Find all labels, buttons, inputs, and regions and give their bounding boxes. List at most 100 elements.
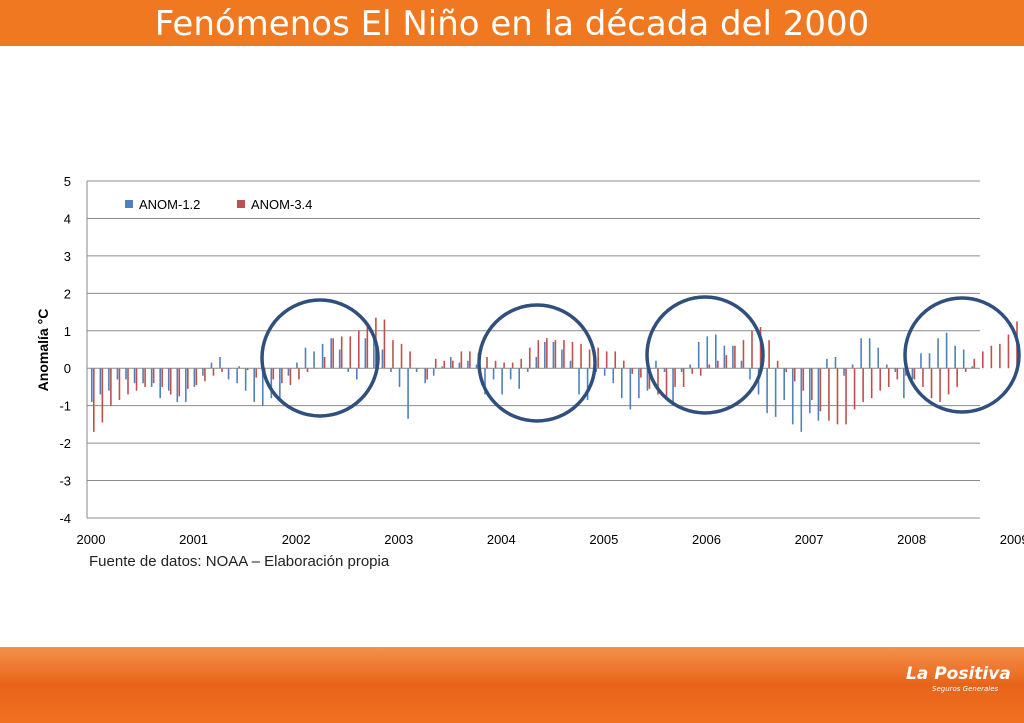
bar-anom-1-2 <box>407 368 409 419</box>
bar-anom-3-4 <box>811 368 813 401</box>
bar-anom-3-4 <box>520 358 523 369</box>
bar-anom-3-4 <box>383 319 386 369</box>
bar-anom-3-4 <box>657 368 659 395</box>
bar-anom-1-2 <box>338 349 341 369</box>
y-tick-label: -4 <box>59 511 71 526</box>
bar-anom-1-2 <box>544 342 546 369</box>
bar-anom-1-2 <box>868 338 871 369</box>
bar-anom-1-2 <box>176 368 179 402</box>
bar-anom-1-2 <box>133 368 136 384</box>
bar-anom-1-2 <box>774 368 777 417</box>
y-tick-label: -2 <box>59 436 71 451</box>
bar-anom-1-2 <box>723 345 726 369</box>
legend-swatch-series1 <box>125 200 133 208</box>
bar-anom-3-4 <box>306 368 309 372</box>
highlight-circle <box>903 296 1021 414</box>
bar-anom-3-4 <box>930 368 933 399</box>
bar-anom-1-2 <box>484 368 486 395</box>
bar-anom-3-4 <box>922 368 924 387</box>
bar-anom-3-4 <box>452 360 454 369</box>
legend-swatch-series2 <box>237 200 245 208</box>
bar-anom-1-2 <box>108 368 110 391</box>
bar-anom-1-2 <box>492 368 495 380</box>
bar-anom-1-2 <box>569 360 572 369</box>
x-tick-label: 2002 <box>282 532 311 547</box>
y-axis-label: Anomalía °C <box>35 309 51 392</box>
bar-anom-3-4 <box>528 347 531 369</box>
bar-anom-1-2 <box>928 353 931 369</box>
slide-title: Fenómenos El Niño en la década del 2000 <box>154 4 870 44</box>
company-logo: La Positiva Seguros Generales <box>906 664 1014 704</box>
bar-anom-1-2 <box>535 356 538 369</box>
bar-anom-1-2 <box>253 368 256 402</box>
bar-anom-3-4 <box>289 368 292 386</box>
y-tick-label: 1 <box>64 324 71 339</box>
bar-anom-3-4 <box>434 358 437 369</box>
x-tick-label: 2004 <box>487 532 516 547</box>
bar-anom-1-2 <box>706 336 709 369</box>
bar-anom-3-4 <box>691 368 693 374</box>
bar-anom-1-2 <box>603 368 606 376</box>
bar-anom-1-2 <box>732 345 734 369</box>
bar-anom-1-2 <box>629 368 632 410</box>
bar-anom-3-4 <box>896 368 899 380</box>
bar-anom-3-4 <box>939 368 941 402</box>
bar-anom-3-4 <box>631 368 634 374</box>
bar-anom-3-4 <box>605 351 608 369</box>
bar-anom-1-2 <box>193 368 196 387</box>
bar-anom-1-2 <box>646 368 649 391</box>
y-tick-label: -3 <box>59 474 71 489</box>
bar-anom-3-4 <box>887 368 890 387</box>
bar-anom-3-4 <box>537 340 540 369</box>
bar-anom-3-4 <box>571 342 574 369</box>
bar-anom-3-4 <box>870 368 873 399</box>
bar-anom-1-2 <box>450 356 452 369</box>
bar-anom-3-4 <box>563 340 565 369</box>
bar-anom-3-4 <box>879 368 882 391</box>
data-source-note: Fuente de datos: NOAA – Elaboración prop… <box>89 553 390 570</box>
bar-anom-1-2 <box>894 368 897 372</box>
bar-series <box>91 317 1018 432</box>
bar-anom-3-4 <box>768 340 770 369</box>
bar-anom-1-2 <box>937 338 939 369</box>
bar-anom-3-4 <box>144 368 146 387</box>
bar-anom-3-4 <box>204 368 206 382</box>
bar-anom-3-4 <box>588 349 591 369</box>
bar-anom-3-4 <box>340 336 343 369</box>
footer-bar <box>0 647 1024 723</box>
bar-anom-3-4 <box>785 368 787 372</box>
bar-anom-3-4 <box>819 368 822 412</box>
bar-anom-3-4 <box>272 368 275 380</box>
bar-anom-3-4 <box>101 368 104 423</box>
bar-anom-3-4 <box>460 351 463 369</box>
legend-label-series2: ANOM-3.4 <box>251 197 312 212</box>
bar-anom-3-4 <box>614 351 617 369</box>
bar-anom-1-2 <box>501 368 503 395</box>
bar-anom-1-2 <box>381 349 384 369</box>
bar-anom-3-4 <box>221 368 223 372</box>
bar-anom-3-4 <box>597 347 599 369</box>
bar-anom-3-4 <box>486 356 488 369</box>
bar-anom-3-4 <box>195 368 198 386</box>
bar-anom-1-2 <box>783 368 785 401</box>
bar-anom-1-2 <box>150 368 153 387</box>
bar-anom-3-4 <box>845 368 847 425</box>
bar-anom-3-4 <box>640 368 642 378</box>
bar-anom-1-2 <box>467 360 469 369</box>
bar-anom-1-2 <box>475 364 478 369</box>
bar-anom-3-4 <box>400 343 403 369</box>
bar-anom-3-4 <box>135 368 138 391</box>
bar-anom-3-4 <box>802 368 805 391</box>
el-nino-highlight-circles <box>260 295 1021 423</box>
y-tick-label: -1 <box>59 399 71 414</box>
bar-anom-3-4 <box>323 356 326 369</box>
bar-anom-3-4 <box>828 368 830 421</box>
bar-anom-1-2 <box>330 338 332 369</box>
y-tick-label: 0 <box>64 361 71 376</box>
bar-anom-3-4 <box>665 368 668 397</box>
bar-anom-3-4 <box>93 368 95 432</box>
bar-anom-1-2 <box>244 368 247 391</box>
bar-anom-3-4 <box>152 368 155 384</box>
bar-anom-3-4 <box>511 362 514 369</box>
